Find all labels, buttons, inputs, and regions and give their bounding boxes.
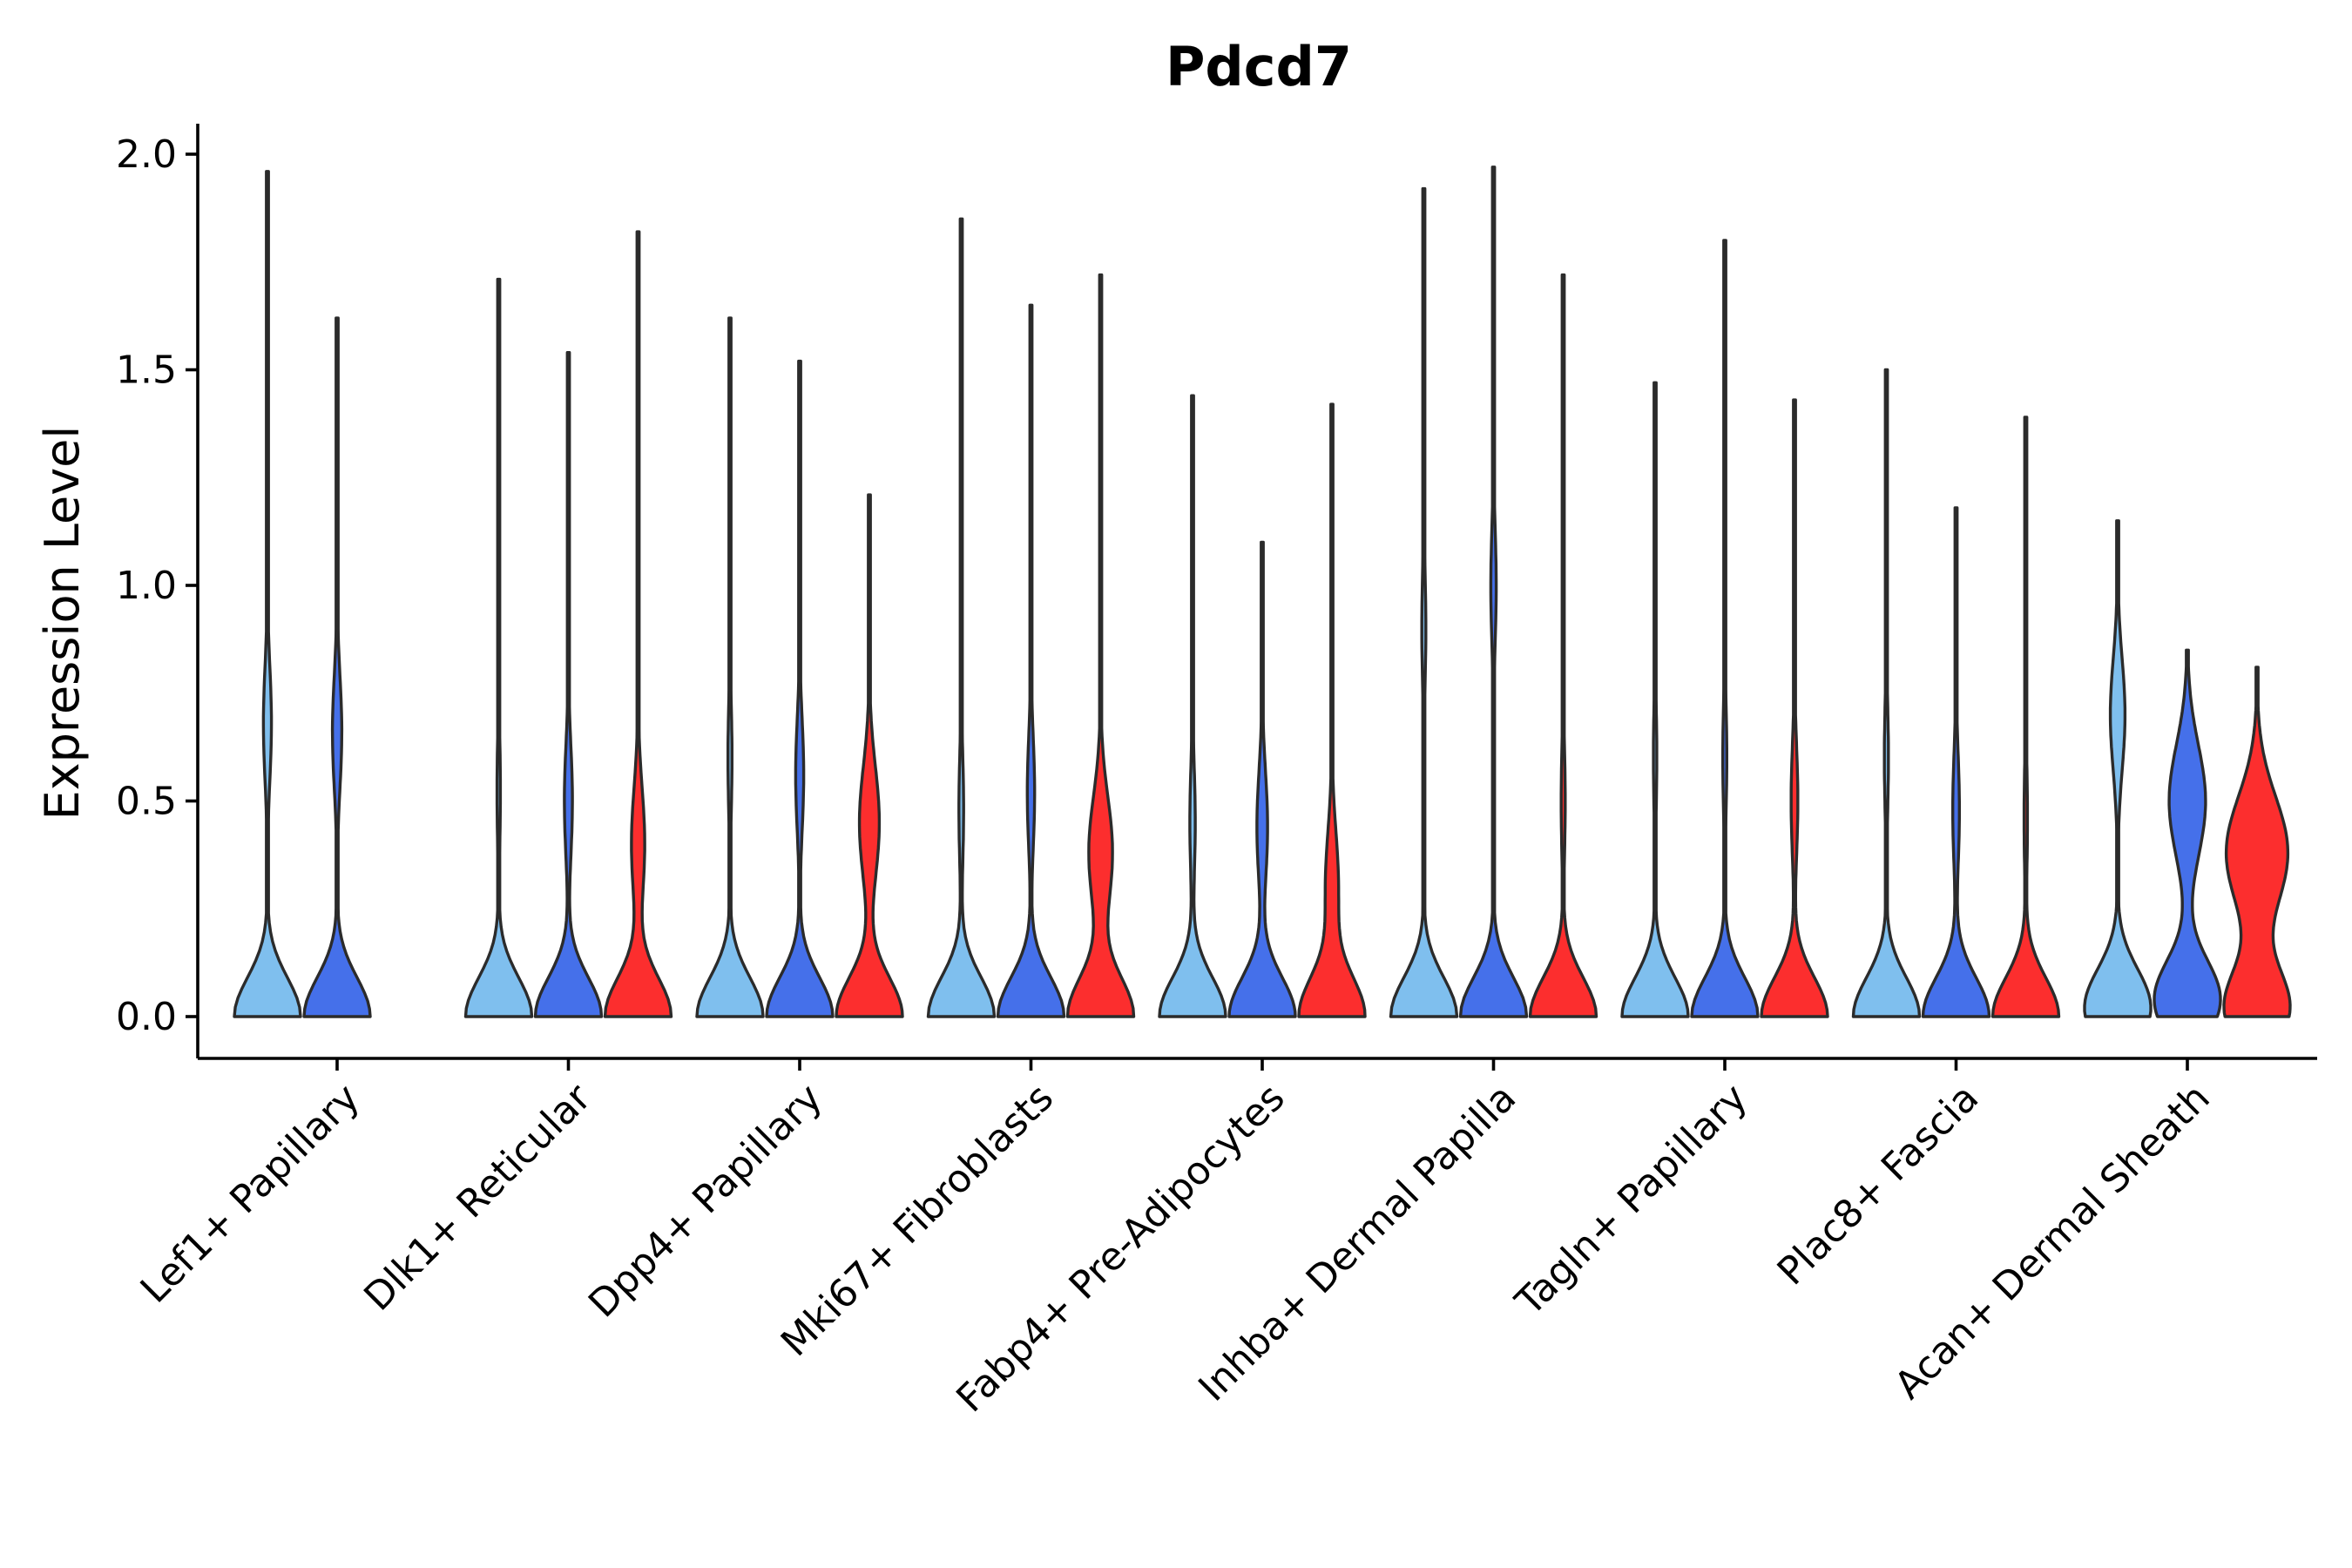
x-tick-label: Plac8+ Fascia [1769, 1076, 1988, 1294]
x-tick-label: Dpp4+ Papillary [580, 1076, 831, 1327]
violin-6-1 [1389, 186, 1459, 1018]
violin-3-1 [695, 316, 765, 1018]
violin-2-2 [533, 351, 604, 1018]
violin-5-3 [1297, 402, 1367, 1018]
violin-7-3 [1760, 398, 1829, 1018]
violin-7-2 [1690, 239, 1760, 1018]
y-tick-label: 1.5 [116, 348, 177, 393]
y-tick-label: 0.5 [116, 780, 177, 824]
violin-9-3 [2222, 666, 2292, 1018]
violin-6-2 [1458, 166, 1529, 1018]
violins-layer [233, 166, 2292, 1018]
x-tick-label: Lef1+ Papillary [132, 1076, 368, 1312]
violin-8-1 [1851, 368, 1922, 1018]
violin-3-3 [835, 493, 904, 1018]
x-tick-label: Tagln+ Papillary [1507, 1076, 1756, 1325]
violin-4-2 [996, 303, 1066, 1018]
violin-4-3 [1065, 273, 1136, 1018]
x-tick-label: Dlk1+ Reticular [355, 1075, 600, 1320]
violin-2-3 [603, 230, 673, 1018]
violin-4-1 [926, 217, 997, 1018]
violin-1-1 [233, 170, 302, 1018]
violin-5-1 [1158, 394, 1227, 1018]
y-tick-label: 2.0 [116, 132, 177, 177]
violin-2-1 [463, 277, 534, 1018]
violin-9-2 [2153, 648, 2222, 1018]
violin-8-2 [1921, 506, 1991, 1018]
y-tick-label: 0.0 [116, 995, 177, 1039]
violin-8-3 [1990, 416, 2061, 1018]
y-tick-label: 1.0 [116, 564, 177, 608]
violin-3-2 [765, 359, 835, 1018]
violin-9-1 [2083, 519, 2153, 1018]
violin-6-3 [1528, 273, 1598, 1018]
violin-1-2 [302, 316, 372, 1018]
violin-5-2 [1227, 540, 1297, 1018]
violin-7-1 [1620, 381, 1690, 1018]
y-axis-label: Expression Level [35, 426, 90, 821]
chart-title: Pdcd7 [1166, 35, 1352, 98]
